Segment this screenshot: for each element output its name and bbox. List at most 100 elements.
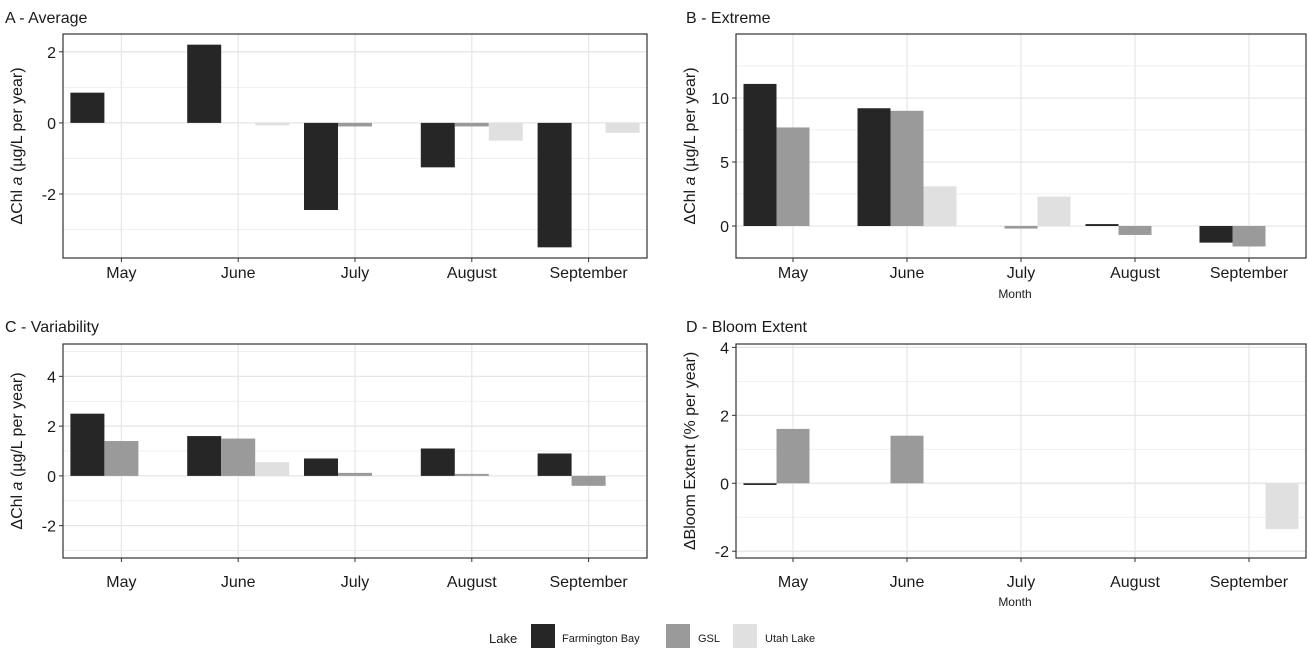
panel-a-bar-farmington-bay-july (304, 122, 338, 210)
panel-b-y-tick-label: 0 (720, 219, 729, 236)
panel-a-y-axis-title: ΔChl a (µg/L per year) (9, 67, 26, 224)
panel-a-y-tick-label: 0 (47, 116, 56, 133)
panel-a-bar-utah-lake-september (605, 122, 640, 133)
panel-b-plot: 0 5 10 May June July August September (711, 33, 1307, 282)
panel-c-bar-utah-lake-june (255, 462, 290, 476)
panel-d-x-axis-title: Month (998, 595, 1031, 609)
panel-d-x-tick-label-august: August (1110, 574, 1160, 591)
panel-b-x-tick-label-june: June (890, 265, 925, 282)
panel-b-bar-gsl-august (1118, 226, 1152, 235)
panel-a-y-tick-label: 2 (47, 45, 56, 62)
panel-c-title: C - Variability (5, 319, 99, 336)
panel-a-title: A - Average (5, 10, 88, 27)
panel-c-border (62, 343, 648, 559)
panel-d-x-tick-label-september: September (1210, 574, 1289, 591)
panel-a-x-tick-label-august: August (447, 265, 497, 282)
panel-b-bar-gsl-may (776, 127, 810, 226)
panel-c-x-tick-label-september: September (549, 574, 628, 591)
panel-a-x-tick-label-july: July (341, 265, 369, 282)
panel-a-bar-farmington-bay-august (420, 122, 455, 168)
panel-a-x-tick-label-june: June (221, 265, 256, 282)
panel-d-border (735, 343, 1307, 559)
panel-b-x-axis-title: Month (998, 287, 1031, 301)
panel-a-bar-utah-lake-june (255, 122, 290, 126)
panel-c-bar-farmington-bay-august (420, 448, 455, 476)
panel-c-y-tick-label: 4 (47, 369, 56, 386)
legend-label-gsl: GSL (698, 633, 720, 645)
panel-b-bar-utah-lake-july (1037, 196, 1071, 226)
panel-c-x-tick-label-may: May (106, 574, 136, 591)
panel-a-bar-farmington-bay-june (187, 44, 222, 123)
panel-c: C - Variability ΔChl a (µg/L per year) -… (5, 319, 648, 591)
panel-b-x-tick-label-may: May (778, 265, 808, 282)
panel-b-bar-farmington-bay-may (743, 83, 777, 226)
panel-c-y-tick-label: 0 (47, 469, 56, 486)
panel-a-border (62, 33, 648, 259)
legend-title: Lake (489, 631, 517, 646)
panel-b-y-axis-title: ΔChl a (µg/L per year) (682, 67, 699, 224)
legend-label-utah-lake: Utah Lake (765, 633, 815, 645)
legend-swatch-farmington-bay (531, 624, 555, 648)
legend-swatch-gsl (666, 624, 690, 648)
panel-d-y-axis-title: ΔBloom Extent (% per year) (682, 352, 699, 550)
panel-d-bar-gsl-june (890, 435, 924, 484)
panel-d-plot: -2 0 2 4 May June July August September (715, 340, 1307, 591)
panel-c-bar-gsl-august (454, 473, 489, 476)
panel-c-y-tick-label: -2 (42, 519, 56, 536)
panel-b-bar-farmington-bay-september (1199, 226, 1233, 243)
legend-label-farmington-bay: Farmington Bay (562, 633, 640, 645)
panel-c-y-axis-title-text: ΔChl a (µg/L per year) (9, 372, 26, 529)
panel-d-title: D - Bloom Extent (686, 319, 807, 336)
panel-b-bar-gsl-june (890, 110, 924, 226)
panel-a-x-tick-label-may: May (106, 265, 136, 282)
panel-b-y-tick-label: 10 (711, 91, 729, 108)
panel-d-y-tick-label: 0 (720, 476, 729, 493)
panel-d-bar-farmington-bay-may (743, 483, 777, 485)
panel-c-bar-farmington-bay-may (70, 413, 105, 476)
panel-b-title: B - Extreme (686, 10, 771, 27)
panel-b-y-tick-label: 5 (720, 155, 729, 172)
panel-d-x-tick-label-may: May (778, 574, 808, 591)
legend: Lake Farmington Bay GSL Utah Lake (489, 624, 815, 648)
panel-b-x-tick-label-august: August (1110, 265, 1160, 282)
panel-c-bar-gsl-september (571, 475, 606, 486)
panel-a: A - Average ΔChl a (µg/L per year) -2 0 2 M… (5, 10, 648, 282)
panel-b-x-tick-label-september: September (1210, 265, 1289, 282)
panel-a-bar-farmington-bay-september (537, 122, 572, 248)
panel-c-bar-gsl-may (104, 441, 139, 476)
panel-c-x-tick-label-june: June (221, 574, 256, 591)
panel-d-bar-utah-lake-september (1265, 483, 1299, 530)
panel-c-y-axis-title: ΔChl a (µg/L per year) (9, 372, 26, 529)
panel-d-y-axis-title-text: ΔBloom Extent (% per year) (682, 352, 699, 550)
panel-c-x-tick-label-july: July (341, 574, 369, 591)
panel-c-plot: -2 0 2 4 May June July August September (42, 343, 648, 591)
panel-c-x-tick-label-august: August (447, 574, 497, 591)
panel-c-bar-farmington-bay-june (187, 436, 222, 476)
panel-a-bar-gsl-july (338, 122, 372, 127)
panel-a-bar-utah-lake-august (488, 122, 523, 141)
panel-d-x-tick-label-july: July (1007, 574, 1035, 591)
panel-b: B - Extreme ΔChl a (µg/L per year) 0 5 10 M… (682, 10, 1307, 301)
panel-b-y-axis-title-text: ΔChl a (µg/L per year) (682, 67, 699, 224)
panel-c-y-tick-label: 2 (47, 419, 56, 436)
panel-d-y-tick-label: 2 (720, 408, 729, 425)
panel-d: D - Bloom Extent ΔBloom Extent (% per ye… (682, 319, 1307, 609)
panel-a-plot: -2 0 2 May June July August September (42, 33, 648, 282)
panel-a-bar-gsl-august (454, 122, 489, 127)
panel-d-y-tick-label: 4 (720, 340, 729, 357)
panel-a-y-tick-label: -2 (42, 187, 56, 204)
panel-b-bar-gsl-september (1232, 226, 1266, 247)
panel-a-x-tick-label-september: September (549, 265, 628, 282)
panel-b-border (735, 33, 1307, 259)
panel-b-x-tick-label-july: July (1007, 265, 1035, 282)
panel-b-bar-farmington-bay-august (1085, 224, 1119, 226)
panel-a-y-axis-title-text: ΔChl a (µg/L per year) (9, 67, 26, 224)
panel-c-bar-gsl-july (338, 472, 372, 476)
panel-d-y-tick-label: -2 (715, 544, 729, 561)
panel-d-x-tick-label-june: June (890, 574, 925, 591)
panel-a-bar-farmington-bay-may (70, 92, 105, 123)
panel-c-bar-gsl-june (221, 438, 256, 476)
panel-b-bar-utah-lake-june (923, 186, 957, 226)
legend-swatch-utah-lake (733, 624, 757, 648)
